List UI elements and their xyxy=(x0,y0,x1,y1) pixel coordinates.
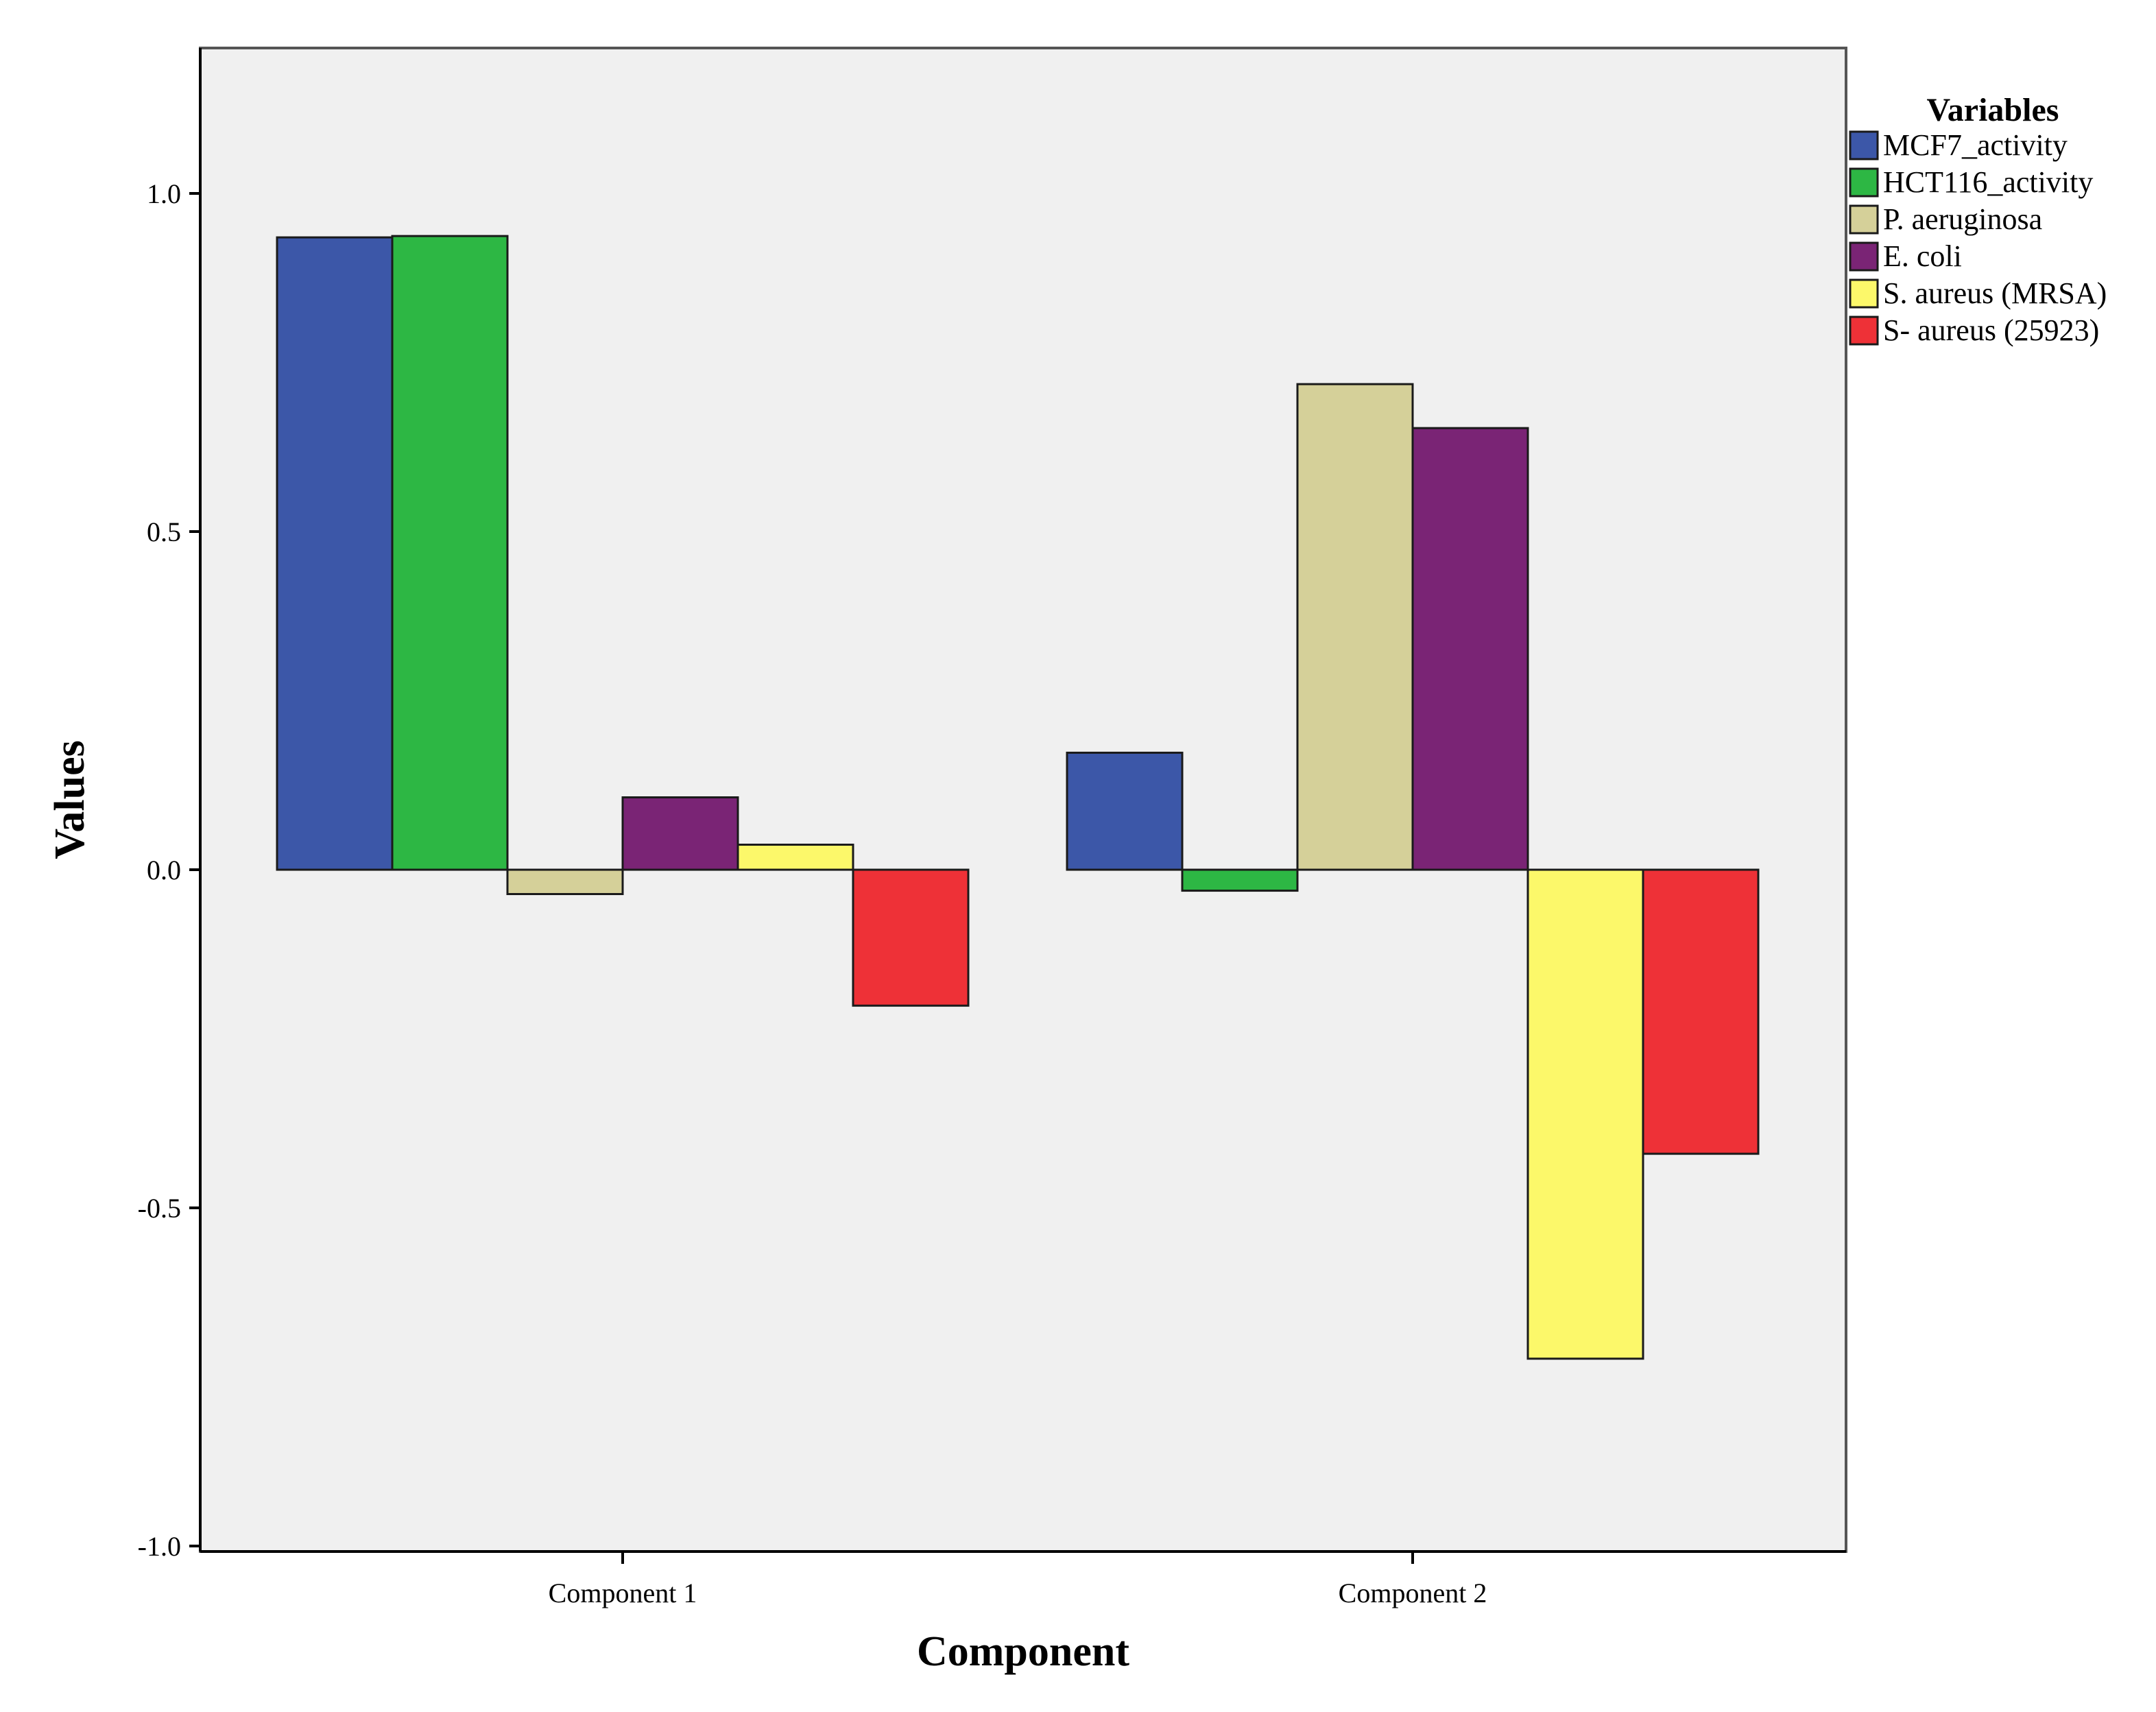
y-axis-title: Values xyxy=(47,740,93,859)
y-axis: -1.0 -0.5 0.0 0.5 1.0 xyxy=(138,48,202,1562)
y-tick-label: 1.0 xyxy=(147,178,181,209)
legend-label: HCT116_activity xyxy=(1883,165,2093,199)
x-tick-label: Component 2 xyxy=(1339,1578,1487,1608)
legend-title: Variables xyxy=(1927,92,2059,128)
bar xyxy=(621,796,739,871)
bar xyxy=(276,236,394,871)
bar xyxy=(1642,868,1760,1155)
y-tick-label: -1.0 xyxy=(138,1531,181,1562)
legend-swatch xyxy=(1849,204,1879,235)
bar xyxy=(1181,868,1299,892)
bar xyxy=(1411,427,1529,871)
x-axis: Component 1 Component 2 xyxy=(200,1550,1846,1608)
legend-label: P. aeruginosa xyxy=(1883,202,2042,236)
legend-swatch xyxy=(1849,130,1879,160)
legend: Variables MCF7_activityHCT116_activityP.… xyxy=(1849,92,2107,347)
legend-label: MCF7_activity xyxy=(1883,128,2068,162)
bar xyxy=(852,868,970,1007)
legend-swatch xyxy=(1849,278,1879,309)
bar xyxy=(391,235,509,871)
x-axis-title: Component xyxy=(917,1628,1129,1675)
bar xyxy=(506,868,624,895)
legend-swatch xyxy=(1849,316,1879,346)
legend-label: S- aureus (25923) xyxy=(1883,313,2099,347)
y-tick-label: -0.5 xyxy=(138,1193,181,1224)
bar xyxy=(1066,751,1184,871)
legend-swatch xyxy=(1849,241,1879,272)
legend-label: S. aureus (MRSA) xyxy=(1883,276,2107,310)
bars-layer xyxy=(276,235,1760,1360)
x-tick-label: Component 1 xyxy=(549,1578,697,1608)
y-tick-label: 0.0 xyxy=(147,855,181,885)
bar xyxy=(1526,868,1644,1360)
y-tick-label: 0.5 xyxy=(147,516,181,547)
bar xyxy=(736,844,854,871)
bar xyxy=(1296,383,1414,871)
legend-label: E. coli xyxy=(1883,239,1962,273)
legend-swatch xyxy=(1849,167,1879,198)
